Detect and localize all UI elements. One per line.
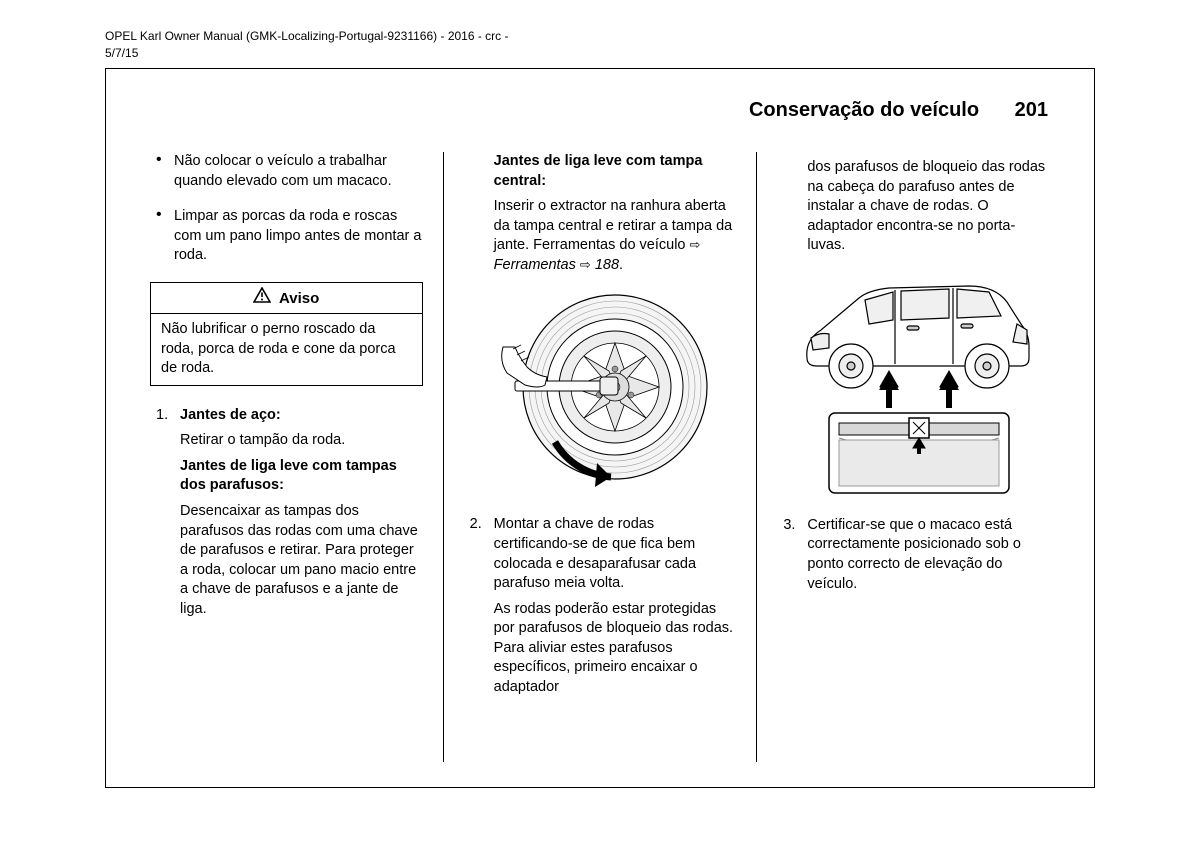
link-page: 188 [595,257,619,273]
step-number: 1. [156,406,180,626]
bullet-text: Limpar as porcas da roda e roscas com um… [174,207,423,266]
page-number: 201 [1015,99,1048,121]
header-line1: OPEL Karl Owner Manual (GMK-Localizing-P… [105,29,509,43]
step1-text2: Desencaixar as tampas dos parafusos das … [180,502,423,619]
column-1: • Não colocar o veículo a trabalhar quan… [144,152,444,762]
column-3: dos parafusos de bloqueio das rodas na c… [757,152,1056,762]
warning-box: Aviso Não lubrificar o perno roscado da … [150,282,423,386]
header-line2: 5/7/15 [105,46,138,60]
step1-text1: Retirar o tampão da roda. [180,431,423,451]
columns-container: • Não colocar o veículo a trabalhar quan… [144,152,1056,762]
link-arrow-icon: ⇨ [580,257,591,272]
column-2: Jantes de liga leve com tampa central: I… [444,152,758,762]
figure-jack-points [777,268,1050,498]
figure-wheel [464,287,737,497]
bullet-item: • Limpar as porcas da roda e roscas com … [150,207,423,266]
step2-text2: As rodas poderão estar protegidas por pa… [494,600,737,698]
step-3: 3. Certificar-se que o macaco está corre… [777,516,1050,594]
warning-icon [253,287,271,309]
bullet-item: • Não colocar o veículo a trabalhar quan… [150,152,423,191]
bullet-text: Não colocar o veículo a trabalhar quando… [174,152,423,191]
step-number: 2. [470,515,494,703]
page-title: Conservação do veículo [749,99,979,121]
step2-text: Montar a chave de rodas certificando-se … [494,515,737,593]
step-number: 3. [783,516,807,594]
step3-text: Certificar-se que o macaco está correcta… [807,516,1050,594]
bullet-dot-icon: • [156,207,174,266]
step-1: 1. Jantes de aço: Retirar o tampão da ro… [150,406,423,626]
link-arrow-icon: ⇨ [690,237,701,252]
step-content: Certificar-se que o macaco está correcta… [807,516,1050,594]
warning-header: Aviso [151,283,422,314]
step1-heading2: Jantes de liga leve com tampas dos paraf… [180,457,423,496]
bullet-dot-icon: • [156,152,174,191]
step1-heading1: Jantes de aço: [180,406,423,426]
warning-label: Aviso [279,290,319,307]
col3-continuation: dos parafusos de bloqueio das rodas na c… [777,158,1050,256]
period: . [619,257,623,273]
col2-text3: Inserir o extractor na ranhura aberta da… [494,197,737,275]
page-frame: Conservação do veículo 201 • Não colocar… [105,68,1095,788]
link-text: Ferramentas [494,257,576,273]
step-content: Jantes de aço: Retirar o tampão da roda.… [180,406,423,626]
page-header: Conservação do veículo 201 [144,99,1056,122]
warning-body: Não lubrificar o perno roscado da roda, … [151,314,422,385]
col2-top-block: Jantes de liga leve com tampa central: I… [464,152,737,275]
step-content: Montar a chave de rodas certificando-se … [494,515,737,703]
col2-heading3: Jantes de liga leve com tampa central: [494,152,737,191]
step-2: 2. Montar a chave de rodas certificando-… [464,515,737,703]
document-header: OPEL Karl Owner Manual (GMK-Localizing-P… [105,28,509,62]
